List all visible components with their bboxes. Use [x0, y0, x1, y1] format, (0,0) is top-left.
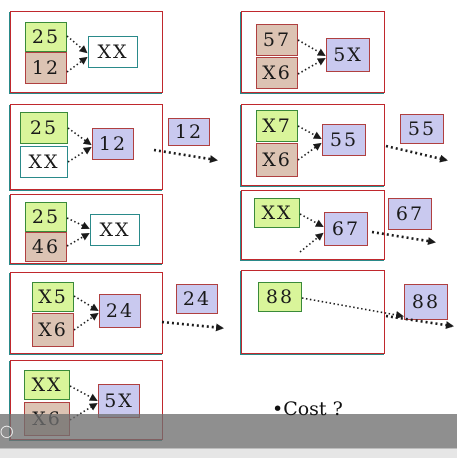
p7-result-cell: 55 [322, 124, 366, 156]
p6-result-cell: 5X [326, 38, 370, 72]
panel-3 [10, 194, 163, 264]
p9-output-cell: 88 [404, 284, 448, 320]
p8-output-cell: 67 [388, 198, 432, 230]
p7-top-cell: X7 [256, 110, 298, 142]
p2-top-cell: 25 [20, 112, 68, 144]
panel-4 [10, 272, 163, 354]
p2-output-cell: 12 [168, 118, 210, 146]
p1-top-cell: 25 [25, 22, 67, 52]
p7-bottom-cell: X6 [256, 143, 298, 177]
p6-bottom-cell: X6 [256, 57, 298, 89]
p2-result-cell: 12 [92, 128, 134, 160]
panel-2 [10, 104, 163, 190]
panel-6 [241, 11, 385, 93]
p9-top-cell: 88 [258, 282, 302, 312]
bottom-strip [0, 448, 457, 458]
p2-bottom-cell: XX [20, 146, 68, 178]
p4-top-cell: X5 [32, 282, 74, 312]
p6-top-cell: 57 [256, 24, 298, 56]
corner-circle-icon: ◯ [0, 424, 14, 438]
p5-top-cell: XX [24, 370, 70, 400]
panel-7 [241, 104, 385, 186]
p4-bottom-cell: X6 [32, 313, 74, 347]
p3-top-cell: 25 [25, 202, 67, 232]
p8-top-cell: XX [254, 198, 300, 228]
p8-result-cell: 67 [324, 212, 368, 246]
footer-bar [0, 414, 457, 448]
p1-result-cell: XX [88, 36, 138, 68]
p5-result-cell: 5X [98, 384, 140, 418]
p3-bottom-cell: 46 [25, 232, 67, 262]
p4-output-cell: 24 [176, 284, 218, 314]
p1-bottom-cell: 12 [25, 52, 67, 84]
cost-label: •Cost ? [272, 398, 343, 420]
p4-result-cell: 24 [99, 294, 141, 328]
panel-1 [10, 11, 163, 93]
p7-output-cell: 55 [400, 114, 444, 144]
p3-result-cell: XX [90, 214, 140, 246]
panel-8 [241, 190, 385, 260]
